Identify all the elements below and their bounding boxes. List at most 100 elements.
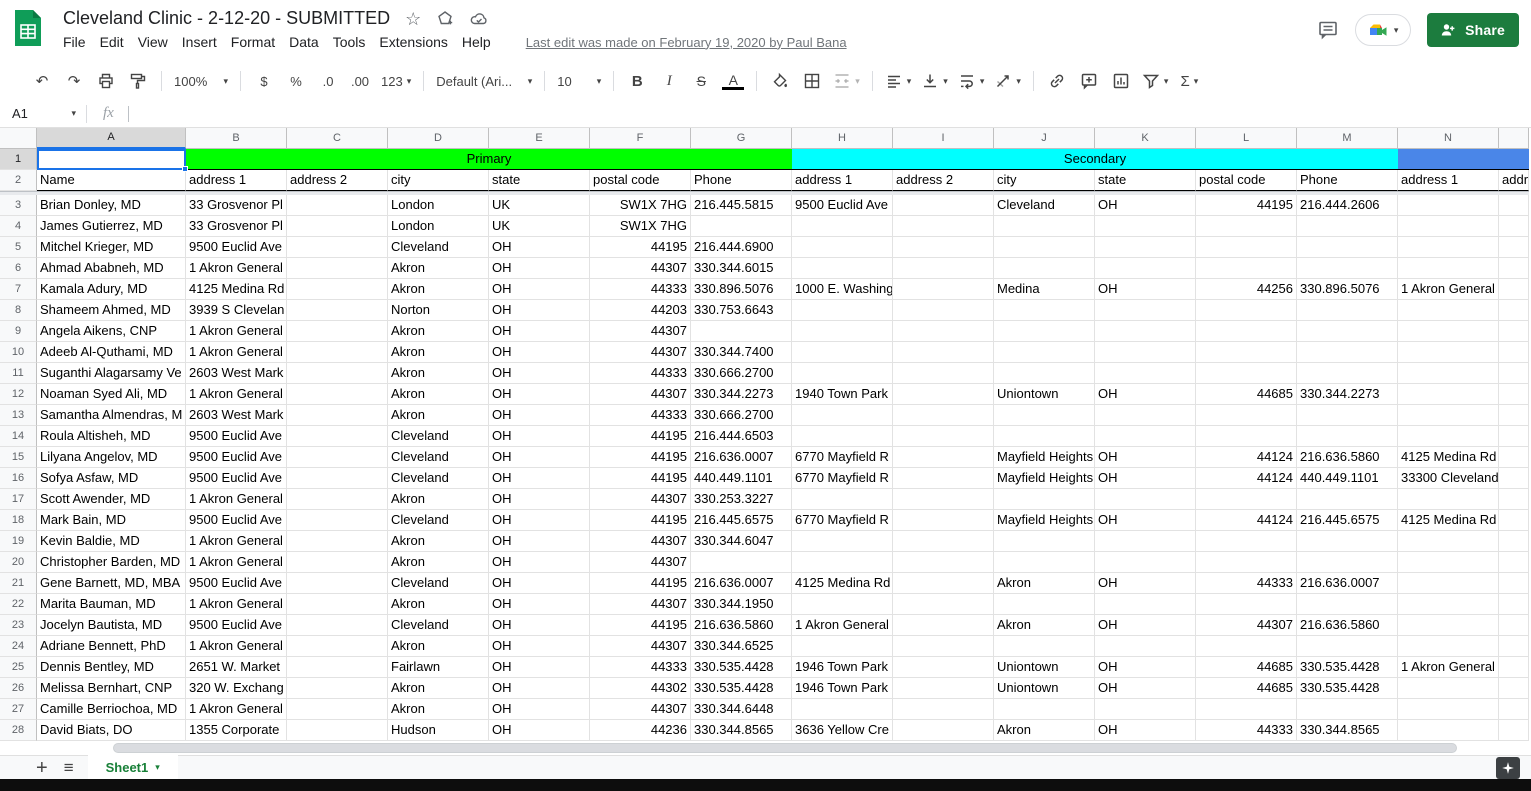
- menu-format[interactable]: Format: [230, 34, 276, 50]
- cell-K24[interactable]: [1095, 636, 1196, 657]
- header-cell-I[interactable]: address 2: [893, 170, 994, 191]
- cell-A3[interactable]: Brian Donley, MD: [37, 195, 186, 216]
- header-cell-C[interactable]: address 2: [287, 170, 388, 191]
- cell-K21[interactable]: OH: [1095, 573, 1196, 594]
- cell-N8[interactable]: [1398, 300, 1499, 321]
- merged-secondary-header[interactable]: Secondary: [792, 149, 1398, 170]
- cell-M10[interactable]: [1297, 342, 1398, 363]
- cell-B23[interactable]: 9500 Euclid Ave: [186, 615, 287, 636]
- cell-C4[interactable]: [287, 216, 388, 237]
- menu-tools[interactable]: Tools: [332, 34, 366, 50]
- cell-B3[interactable]: 33 Grosvenor Pl: [186, 195, 287, 216]
- cell-M9[interactable]: [1297, 321, 1398, 342]
- cell-A4[interactable]: James Gutierrez, MD: [37, 216, 186, 237]
- fill-color-button[interactable]: [769, 69, 791, 93]
- cell-J10[interactable]: [994, 342, 1095, 363]
- cell-J23[interactable]: Akron: [994, 615, 1095, 636]
- cell-N17[interactable]: [1398, 489, 1499, 510]
- cell-M22[interactable]: [1297, 594, 1398, 615]
- cell-J28[interactable]: Akron: [994, 720, 1095, 741]
- column-header-G[interactable]: G: [691, 128, 792, 149]
- bold-button[interactable]: B: [631, 72, 643, 90]
- cell-B15[interactable]: 9500 Euclid Ave: [186, 447, 287, 468]
- cell-I23[interactable]: [893, 615, 994, 636]
- cell-B7[interactable]: 4125 Medina Rd: [186, 279, 287, 300]
- cell-B12[interactable]: 1 Akron General: [186, 384, 287, 405]
- cell-I5[interactable]: [893, 237, 994, 258]
- add-sheet-button[interactable]: +: [36, 757, 48, 779]
- cell-N10[interactable]: [1398, 342, 1499, 363]
- row-header-8[interactable]: 8: [0, 300, 37, 321]
- cell-F24[interactable]: 44307: [590, 636, 691, 657]
- cell-E20[interactable]: OH: [489, 552, 590, 573]
- cell-F7[interactable]: 44333: [590, 279, 691, 300]
- cell-O13[interactable]: [1499, 405, 1529, 426]
- cell-H27[interactable]: [792, 699, 893, 720]
- cell-J3[interactable]: Cleveland: [994, 195, 1095, 216]
- cell-E21[interactable]: OH: [489, 573, 590, 594]
- cell-F26[interactable]: 44302: [590, 678, 691, 699]
- sheet-tab-sheet1[interactable]: Sheet1 ▾: [87, 755, 178, 779]
- header-cell-F[interactable]: postal code: [590, 170, 691, 191]
- cell-J14[interactable]: [994, 426, 1095, 447]
- cell-I10[interactable]: [893, 342, 994, 363]
- cell-L16[interactable]: 44124: [1196, 468, 1297, 489]
- cell-K6[interactable]: [1095, 258, 1196, 279]
- cell-I22[interactable]: [893, 594, 994, 615]
- row-header-7[interactable]: 7: [0, 279, 37, 300]
- cell-C24[interactable]: [287, 636, 388, 657]
- text-wrap-button[interactable]: ▾: [958, 69, 984, 93]
- cell-H14[interactable]: [792, 426, 893, 447]
- cell-D24[interactable]: Akron: [388, 636, 489, 657]
- cell-H9[interactable]: [792, 321, 893, 342]
- share-button[interactable]: Share: [1427, 13, 1519, 47]
- cell-A23[interactable]: Jocelyn Bautista, MD: [37, 615, 186, 636]
- column-header-M[interactable]: M: [1297, 128, 1398, 149]
- cell-D21[interactable]: Cleveland: [388, 573, 489, 594]
- cell-O7[interactable]: [1499, 279, 1529, 300]
- row-header-16[interactable]: 16: [0, 468, 37, 489]
- cell-O22[interactable]: [1499, 594, 1529, 615]
- cell-C9[interactable]: [287, 321, 388, 342]
- cell-A11[interactable]: Suganthi Alagarsamy Ve: [37, 363, 186, 384]
- insert-chart-button[interactable]: [1110, 69, 1132, 93]
- cell-O16[interactable]: [1499, 468, 1529, 489]
- cell-O21[interactable]: [1499, 573, 1529, 594]
- cell-K17[interactable]: [1095, 489, 1196, 510]
- cell-L6[interactable]: [1196, 258, 1297, 279]
- cell-I13[interactable]: [893, 405, 994, 426]
- undo-button[interactable]: ↶: [35, 73, 49, 90]
- header-cell-L[interactable]: postal code: [1196, 170, 1297, 191]
- cell-C16[interactable]: [287, 468, 388, 489]
- cell-J20[interactable]: [994, 552, 1095, 573]
- cell-M28[interactable]: 330.344.8565: [1297, 720, 1398, 741]
- cell-O8[interactable]: [1499, 300, 1529, 321]
- column-header-J[interactable]: J: [994, 128, 1095, 149]
- cell-M7[interactable]: 330.896.5076: [1297, 279, 1398, 300]
- cell-C28[interactable]: [287, 720, 388, 741]
- cell-N25[interactable]: 1 Akron General: [1398, 657, 1499, 678]
- cell-C15[interactable]: [287, 447, 388, 468]
- header-cell-D[interactable]: city: [388, 170, 489, 191]
- cell-H19[interactable]: [792, 531, 893, 552]
- cell-D4[interactable]: London: [388, 216, 489, 237]
- strikethrough-button[interactable]: S: [696, 73, 706, 89]
- cell-E14[interactable]: OH: [489, 426, 590, 447]
- cell-F5[interactable]: 44195: [590, 237, 691, 258]
- cell-O26[interactable]: [1499, 678, 1529, 699]
- cell-B17[interactable]: 1 Akron General: [186, 489, 287, 510]
- cell-J15[interactable]: Mayfield Heights: [994, 447, 1095, 468]
- cell-G11[interactable]: 330.666.2700: [691, 363, 792, 384]
- cell-B21[interactable]: 9500 Euclid Ave: [186, 573, 287, 594]
- cell-O10[interactable]: [1499, 342, 1529, 363]
- cell-B11[interactable]: 2603 West Mark: [186, 363, 287, 384]
- cell-G9[interactable]: [691, 321, 792, 342]
- cell-F20[interactable]: 44307: [590, 552, 691, 573]
- cell-N21[interactable]: [1398, 573, 1499, 594]
- cell-H6[interactable]: [792, 258, 893, 279]
- cell-A1-selected[interactable]: [37, 149, 188, 172]
- cell-N9[interactable]: [1398, 321, 1499, 342]
- cell-M12[interactable]: 330.344.2273: [1297, 384, 1398, 405]
- header-cell-J[interactable]: city: [994, 170, 1095, 191]
- cell-L11[interactable]: [1196, 363, 1297, 384]
